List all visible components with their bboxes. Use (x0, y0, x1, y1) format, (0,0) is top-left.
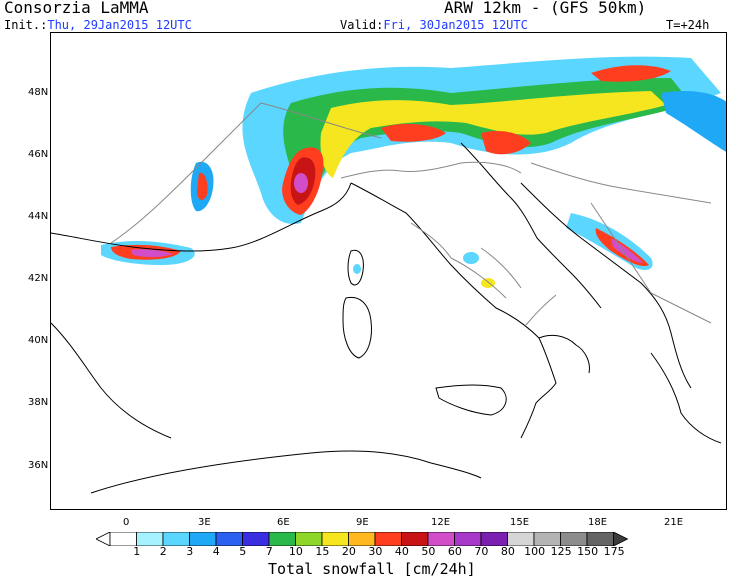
legend-value-label: 10 (288, 545, 303, 558)
init-value: Thu, 29Jan2015 12UTC (47, 18, 192, 32)
legend-value-label: 80 (500, 545, 515, 558)
legend-value-label: 7 (265, 545, 273, 558)
legend-swatch (560, 532, 588, 546)
lon-label-9e: 9E (356, 517, 369, 528)
lat-label-46n: 46N (28, 149, 49, 160)
legend-swatch (374, 532, 402, 546)
legend-value-label: 175 (603, 545, 625, 558)
init-time: Init.:Thu, 29Jan2015 12UTC (4, 18, 192, 32)
legend-swatch (507, 532, 535, 546)
legend-swatch (215, 532, 243, 546)
lon-label-0: 0 (123, 517, 130, 528)
legend-swatch (268, 532, 296, 546)
legend-value-label: 1 (133, 545, 141, 558)
legend-swatch (162, 532, 190, 546)
sicily-coast (435, 384, 507, 416)
model-title: ARW 12km - (GFS 50km) (444, 0, 647, 17)
legend-swatch (189, 532, 217, 546)
snow-pyrenees-core (131, 249, 173, 258)
balkan-borders (530, 162, 712, 324)
legend-swatches (96, 532, 629, 546)
legend-swatch (321, 532, 349, 546)
legend-swatch (427, 532, 455, 546)
snowfall-fields (101, 56, 726, 288)
legend-arrow-right (613, 532, 629, 546)
snow-alps-yellow (320, 91, 666, 178)
lead-time: T=+24h (666, 18, 710, 32)
legend-arrow-left (96, 532, 111, 546)
sardinia-coast (342, 296, 372, 359)
legend-value-label: 40 (394, 545, 409, 558)
snowfall-map (50, 32, 727, 510)
legend-swatch (242, 532, 270, 546)
coastlines (51, 142, 722, 494)
legend-value-label: 50 (421, 545, 436, 558)
valid-label: Valid: (340, 18, 384, 32)
africa-coast (90, 450, 482, 494)
italy-regions (410, 222, 557, 326)
legend-value-label: 15 (315, 545, 330, 558)
lon-label-18e: 18E (588, 517, 608, 528)
snow-abruzzo-spot (481, 278, 495, 288)
legend-value-label: 3 (186, 545, 194, 558)
legend-value-label: 4 (212, 545, 220, 558)
legend-swatch-none (109, 532, 137, 546)
legend-swatch (401, 532, 429, 546)
legend-value-label: 20 (341, 545, 356, 558)
snow-corsica-spot (353, 264, 361, 274)
legend-swatch (533, 532, 561, 546)
legend-value-label: 60 (447, 545, 462, 558)
legend-swatch (586, 532, 614, 546)
lat-label-48n: 48N (28, 87, 49, 98)
snow-northeast (661, 91, 726, 152)
lon-label-6e: 6E (277, 517, 290, 528)
snow-central-france-red (197, 172, 208, 200)
organization-title: Consorzia LaMMA (4, 0, 149, 17)
legend-swatch (480, 532, 508, 546)
valid-time: Valid:Fri, 30Jan2015 12UTC (340, 18, 528, 32)
balkans-coast (520, 182, 692, 389)
legend-colorbar (96, 532, 629, 546)
legend-value-label: 150 (577, 545, 599, 558)
alpine-border (340, 161, 522, 179)
init-label: Init.: (4, 18, 48, 32)
italy-coast (350, 142, 602, 439)
legend-value-label: 100 (524, 545, 546, 558)
greece-coast (650, 352, 722, 444)
lat-label-36n: 36N (28, 460, 49, 471)
snow-switzerland-red (381, 123, 446, 142)
lon-label-3e: 3E (198, 517, 211, 528)
snow-apennine-spot (463, 252, 479, 264)
legend-value-label: 5 (239, 545, 247, 558)
legend-value-label: 2 (159, 545, 167, 558)
snow-north-red (591, 65, 671, 82)
lon-label-15e: 15E (510, 517, 530, 528)
legend-value-label: 70 (474, 545, 489, 558)
legend-swatch (295, 532, 323, 546)
legend-value-label: 30 (368, 545, 383, 558)
spain-coast (51, 322, 172, 439)
valid-value: Fri, 30Jan2015 12UTC (383, 18, 528, 32)
lat-label-44n: 44N (28, 211, 49, 222)
legend-swatch (348, 532, 376, 546)
map-canvas (51, 56, 726, 494)
lat-label-40n: 40N (28, 335, 49, 346)
borders (110, 102, 712, 326)
lon-label-12e: 12E (431, 517, 451, 528)
legend-title: Total snowfall [cm/24h] (268, 560, 476, 578)
snow-austria-red (481, 131, 531, 155)
legend-value-label: 125 (550, 545, 572, 558)
corsica-coast (347, 249, 364, 286)
lon-label-21e: 21E (664, 517, 684, 528)
snow-western-alps-core (294, 173, 308, 193)
legend-swatch (454, 532, 482, 546)
france-spain-coast (51, 182, 352, 252)
legend-swatch (136, 532, 164, 546)
lat-label-42n: 42N (28, 273, 49, 284)
france-border (110, 102, 382, 244)
lat-label-38n: 38N (28, 397, 49, 408)
